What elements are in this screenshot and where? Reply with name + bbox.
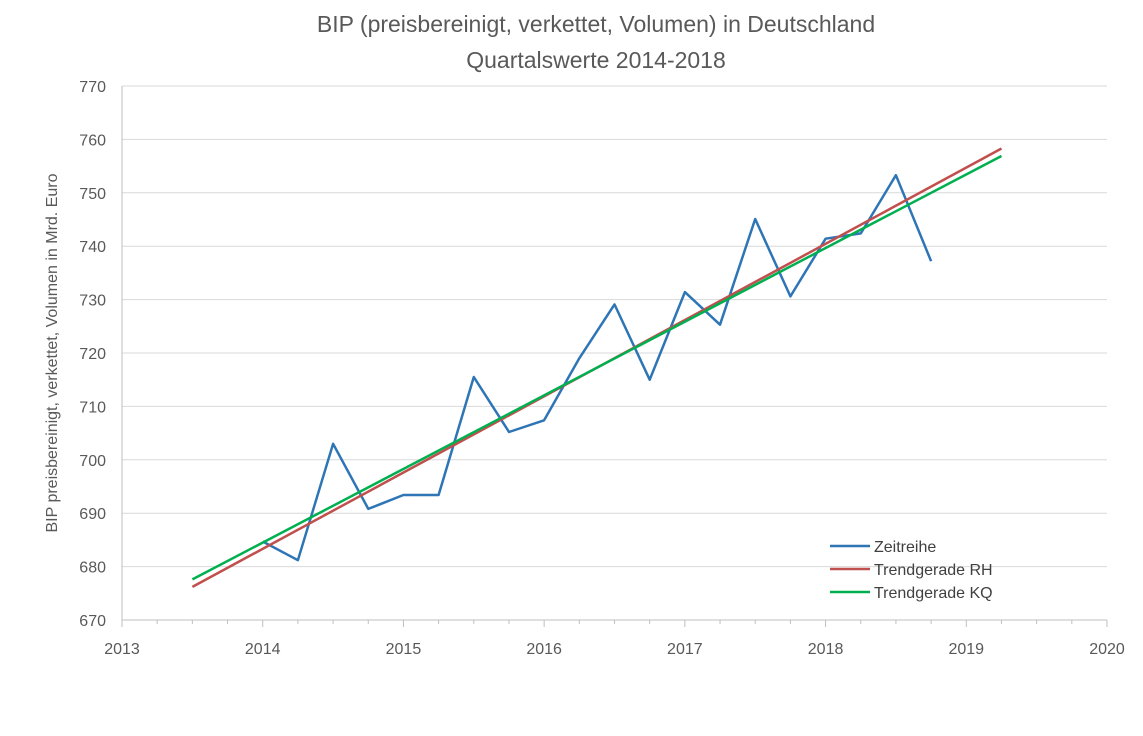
x-tick-label: 2015	[386, 641, 422, 658]
y-tick-label: 770	[79, 79, 106, 96]
y-tick-label: 760	[79, 132, 106, 149]
y-tick-label: 700	[79, 453, 106, 470]
y-tick-label: 740	[79, 239, 106, 256]
y-tick-label: 720	[79, 346, 106, 363]
x-tick-label: 2020	[1089, 641, 1125, 658]
x-tick-label: 2013	[104, 641, 140, 658]
y-tick-label: 710	[79, 399, 106, 416]
series-layer	[191, 147, 1003, 588]
grid-layer	[122, 85, 1107, 568]
y-tick-label: 690	[79, 506, 106, 523]
x-tick-label: 2016	[526, 641, 562, 658]
legend-label: Trendgerade KQ	[874, 585, 993, 602]
y-tick-label: 730	[79, 293, 106, 310]
x-tick-label: 2014	[245, 641, 281, 658]
x-tick-label: 2017	[667, 641, 703, 658]
series-line-trendgerade-kq	[191, 154, 1003, 581]
y-axis-label: BIP preisbereinigt, verkettet, Volumen i…	[44, 173, 61, 532]
legend-label: Zeitreihe	[874, 539, 936, 556]
y-tick-label: 670	[79, 613, 106, 630]
legend: Zeitreihe Trendgerade RH Trendgerade KQ	[830, 539, 993, 602]
y-tick-label: 750	[79, 186, 106, 203]
y-tick-label: 680	[79, 560, 106, 577]
axis-layer: 670 680 690 700 710 720 730 740 750 760 770 2013 201…	[79, 79, 1125, 658]
chart-subtitle: Quartalswerte 2014-2018	[466, 47, 726, 73]
chart-title: BIP (preisbereinigt, verkettet, Volumen)…	[317, 11, 875, 37]
legend-label: Trendgerade RH	[874, 562, 993, 579]
x-tick-label: 2019	[948, 641, 984, 658]
x-tick-label: 2018	[808, 641, 844, 658]
